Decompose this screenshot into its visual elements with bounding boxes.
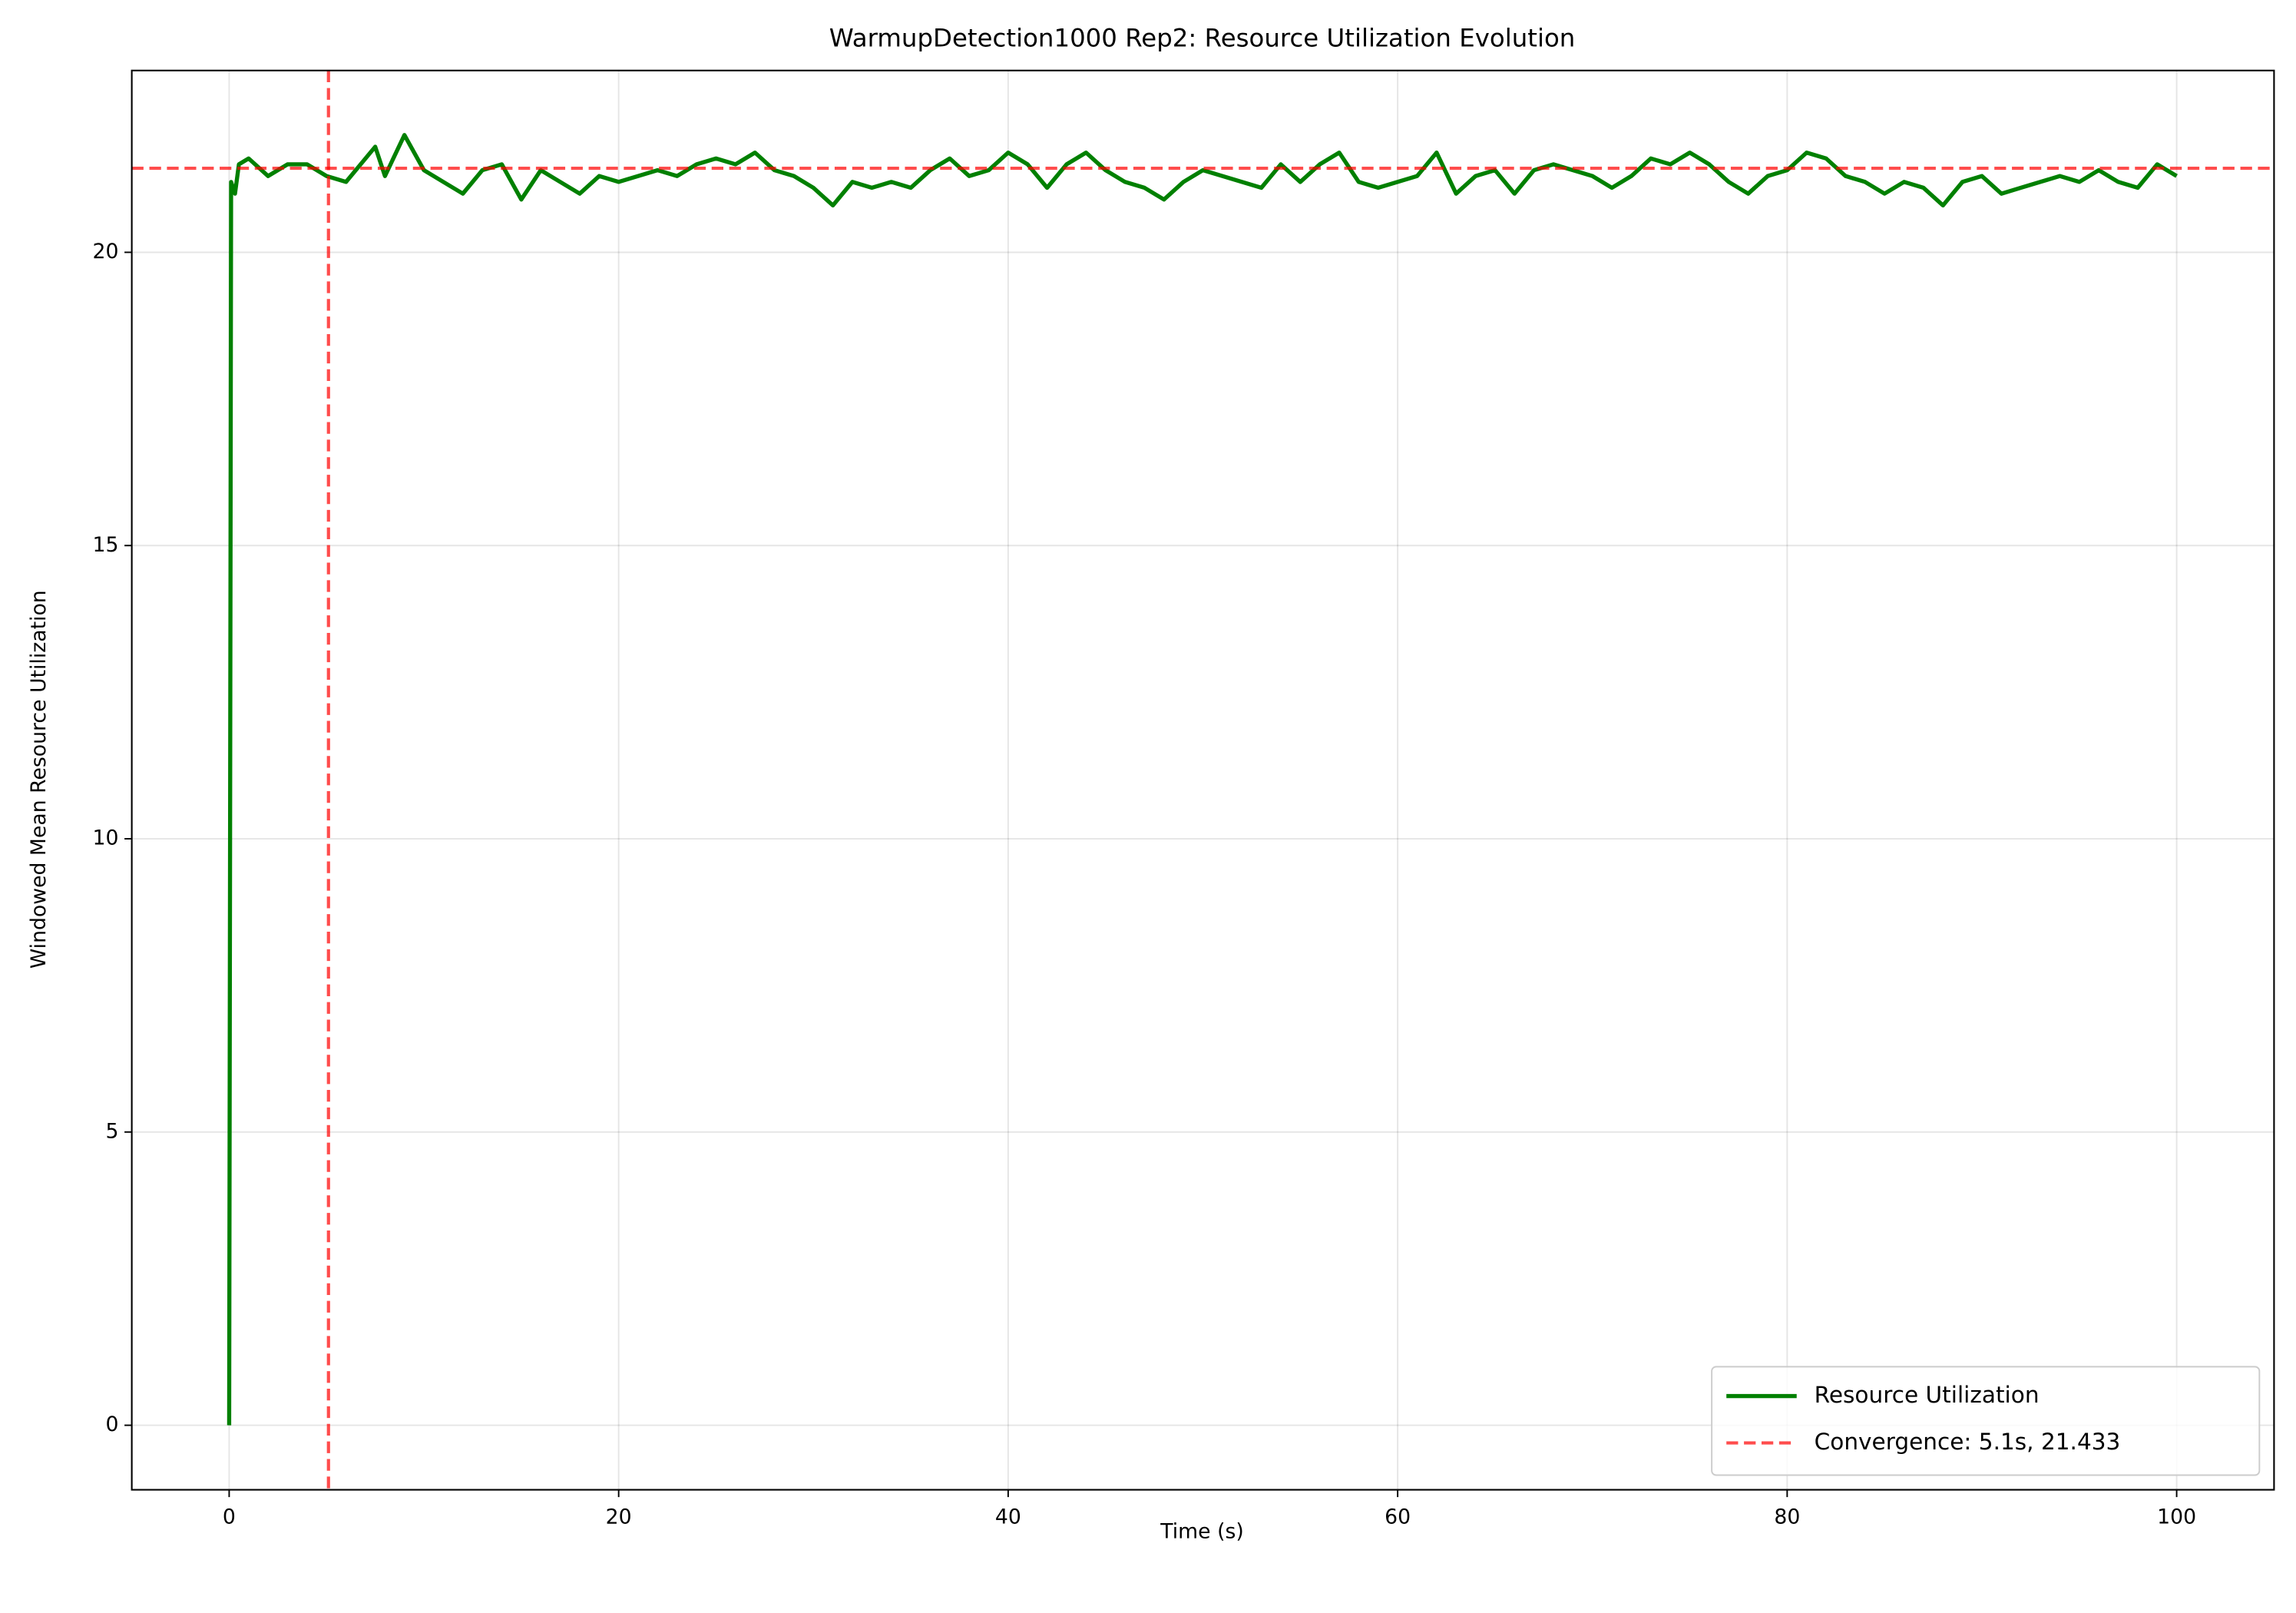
x-tick-label: 0	[223, 1505, 236, 1529]
legend-box	[1711, 1366, 2261, 1476]
x-tick-label: 100	[2157, 1505, 2196, 1529]
y-tick-label: 10	[92, 826, 118, 850]
x-axis-label: Time (s)	[1160, 1519, 1244, 1543]
legend-label: Resource Utilization	[1815, 1382, 2040, 1408]
y-tick-label: 5	[105, 1119, 118, 1143]
y-tick-label: 0	[105, 1413, 118, 1436]
y-tick-label: 15	[92, 533, 118, 557]
x-tick-label: 60	[1385, 1505, 1411, 1529]
x-tick-label: 80	[1774, 1505, 1800, 1529]
x-tick-label: 40	[995, 1505, 1021, 1529]
y-axis-label: Windowed Mean Resource Utilization	[27, 590, 51, 969]
legend-label: Convergence: 5.1s, 21.433	[1815, 1429, 2121, 1455]
x-tick-label: 20	[606, 1505, 632, 1529]
plot-frame	[131, 69, 2275, 1491]
y-tick-label: 20	[92, 240, 118, 263]
chart-title: WarmupDetection1000 Rep2: Resource Utili…	[829, 24, 1576, 53]
